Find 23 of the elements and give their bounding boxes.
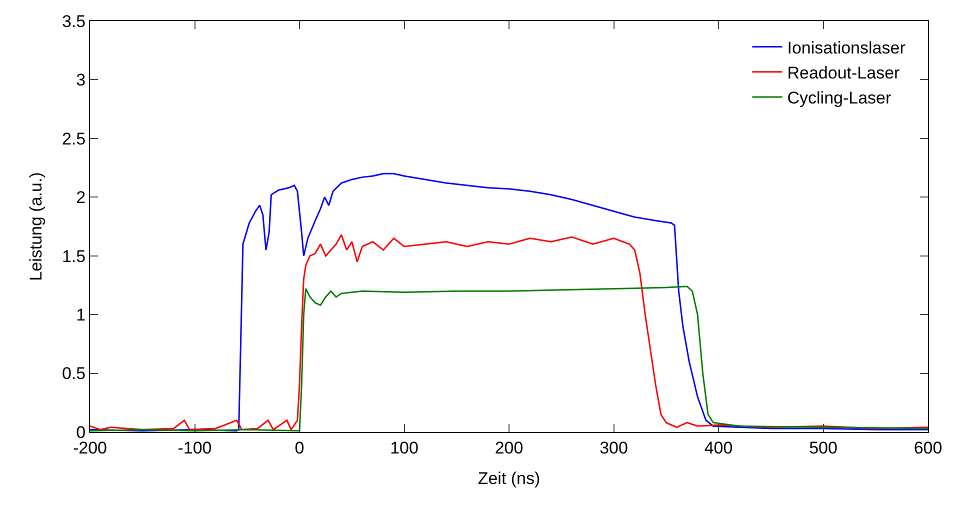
- y-tick-label: 0.5: [62, 364, 86, 384]
- legend-label: Readout-Laser: [787, 64, 900, 82]
- y-tick-label: 1.5: [62, 246, 86, 266]
- x-tick-label: 300: [600, 438, 628, 458]
- y-axis-title: Leistung (a.u.): [26, 172, 46, 281]
- x-tick-label: -100: [178, 438, 212, 458]
- line-series: [90, 286, 928, 432]
- x-tick-label: 0: [294, 438, 304, 458]
- x-tick-label: 500: [809, 438, 838, 458]
- line-series: [90, 172, 928, 432]
- x-tick-label: 100: [390, 438, 418, 458]
- x-axis-title: Zeit (ns): [478, 468, 540, 488]
- y-tick-label: 3: [76, 70, 86, 90]
- legend-label: Ionisationslaser: [787, 38, 906, 58]
- y-tick-label: 3.5: [62, 12, 86, 31]
- x-tick-label: 400: [704, 438, 733, 458]
- legend-label: Cycling-Laser: [787, 88, 892, 108]
- y-tick-label: 1: [76, 306, 86, 325]
- y-tick-label: 2.5: [62, 129, 86, 148]
- x-tick-label: 600: [914, 438, 942, 458]
- x-tick-label: 200: [494, 438, 524, 458]
- line-series: [90, 234, 928, 430]
- y-tick-label: 2: [76, 188, 86, 208]
